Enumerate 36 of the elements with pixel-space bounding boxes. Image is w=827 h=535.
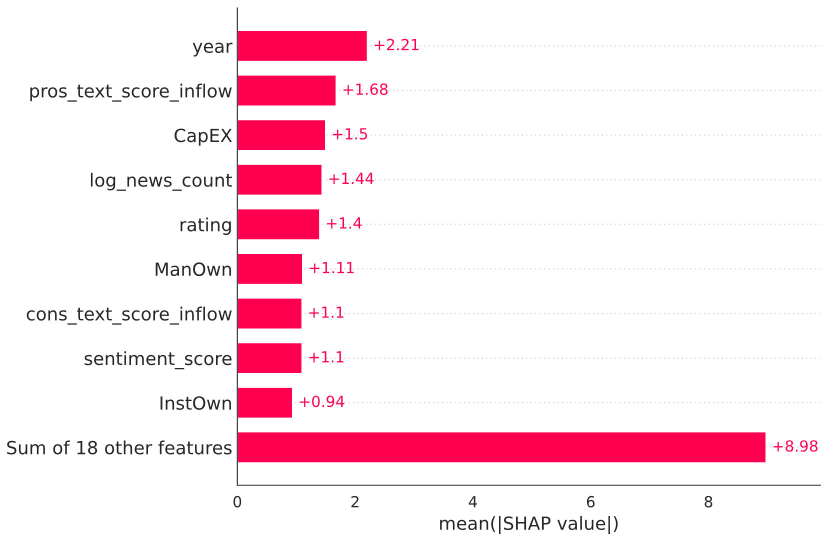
data-label: +2.21 — [374, 38, 418, 50]
y-tick-label: InstOwn — [160, 396, 231, 410]
bar — [237, 208, 320, 241]
bar — [237, 297, 303, 330]
data-label: +1.11 — [310, 262, 354, 274]
x-tick-label: 2 — [351, 496, 358, 508]
x-tick-label: 0 — [233, 496, 242, 508]
data-label: +1.1 — [309, 306, 344, 318]
y-tick-label: pros_text_score_inflow — [30, 84, 232, 102]
y-tick-label: cons_text_score_inflow — [26, 306, 232, 325]
y-tick-label: year — [192, 42, 232, 57]
data-label: +0.94 — [300, 396, 344, 408]
bar — [237, 431, 767, 464]
bar — [237, 163, 323, 196]
x-tick-label: 8 — [704, 496, 712, 508]
y-tick-label: CapEX — [174, 128, 232, 146]
x-tick-label: 6 — [586, 496, 595, 508]
data-label: +1.1 — [309, 351, 344, 362]
bar — [237, 252, 304, 286]
bar — [237, 30, 368, 62]
bar — [237, 342, 303, 374]
bar — [237, 118, 326, 152]
y-tick-label: rating — [180, 217, 231, 235]
data-label: +1.44 — [329, 172, 374, 184]
y-tick-label: Sum of 18 other features — [7, 440, 232, 454]
data-label: +1.68 — [343, 83, 388, 95]
bar — [237, 386, 294, 420]
data-label: +1.4 — [326, 217, 362, 229]
y-tick-label: ManOwn — [156, 262, 231, 276]
x-axis-title: mean(|SHAP value|) — [440, 516, 618, 534]
data-label: +8.98 — [773, 440, 818, 452]
data-label: +1.5 — [332, 128, 368, 140]
y-tick-label: log_news_count — [90, 172, 232, 191]
y-tick-label: sentiment_score — [84, 351, 232, 370]
x-tick-label: 4 — [468, 496, 477, 508]
bar — [237, 74, 337, 107]
